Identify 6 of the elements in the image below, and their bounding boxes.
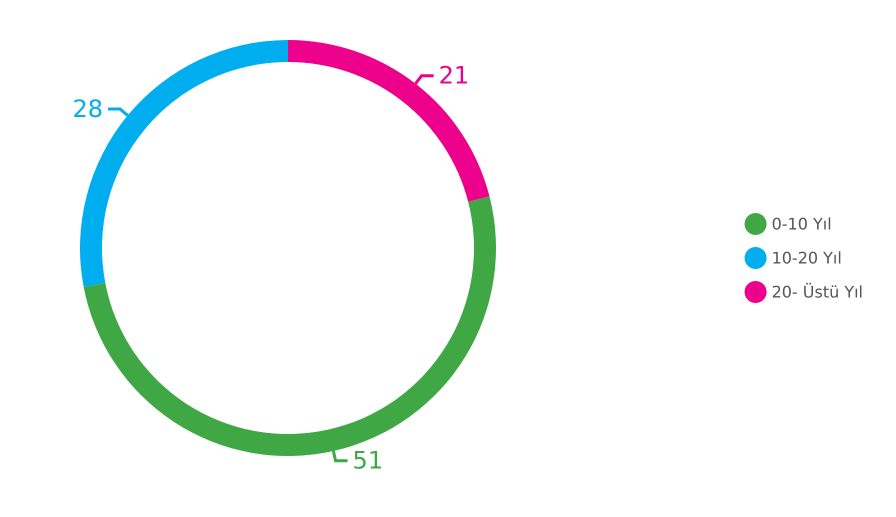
legend-label: 10-20 Yıl — [772, 248, 842, 268]
data-label: 51 — [352, 446, 384, 475]
legend-label: 20- Üstü Yıl — [772, 282, 864, 302]
data-label: 28 — [72, 95, 104, 124]
data-label: 21 — [438, 62, 470, 90]
legend-label: 0-10 Yıl — [772, 214, 832, 234]
